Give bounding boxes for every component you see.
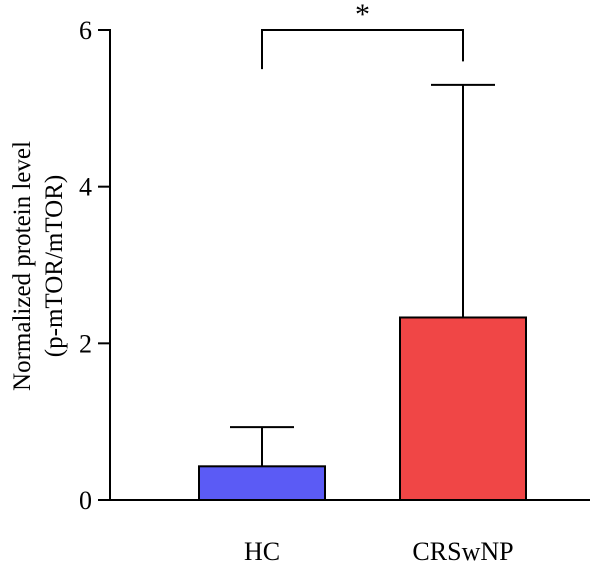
y-tick-label-6: 6 bbox=[79, 16, 92, 45]
bar-crswnp bbox=[399, 316, 527, 501]
y-tick-label-4: 4 bbox=[79, 173, 92, 202]
y-tick-label-2: 2 bbox=[79, 329, 92, 358]
significance-star: * bbox=[355, 0, 370, 31]
y-tick-label-0: 0 bbox=[79, 486, 92, 515]
y-axis-title-line-2: (p-mTOR/mTOR) bbox=[41, 175, 68, 357]
bar-hc bbox=[198, 465, 326, 502]
x-category-label-crswnp: CRSwNP bbox=[412, 537, 513, 561]
x-category-label-hc: HC bbox=[244, 537, 280, 561]
plot-area: 0 2 4 6 HC CRSwNP * bbox=[79, 0, 590, 561]
y-axis-title-line-1: Normalized protein level bbox=[9, 141, 36, 391]
y-axis-title: Normalized protein level (p-mTOR/mTOR) bbox=[9, 141, 68, 391]
significance-bracket bbox=[261, 29, 464, 70]
